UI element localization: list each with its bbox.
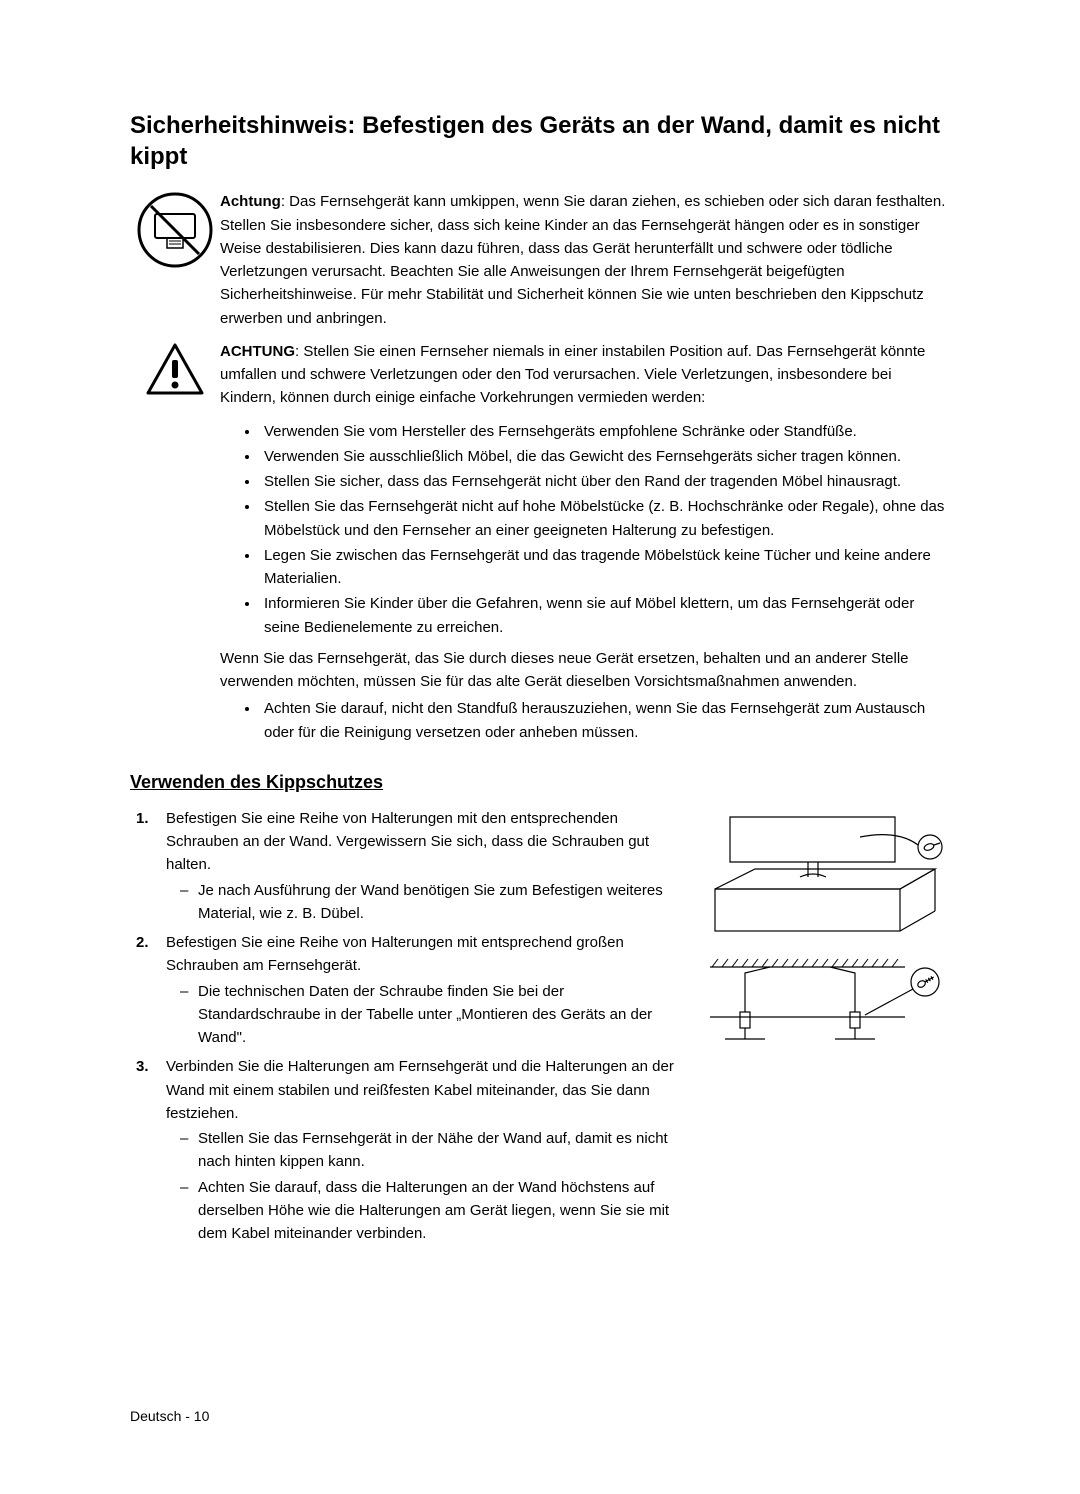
step-text: Befestigen Sie eine Reihe von Halterunge… [166,810,649,874]
sub-item: Achten Sie darauf, dass die Halterungen … [184,1176,680,1246]
caution-body-2: : Stellen Sie einen Fernseher niemals in… [220,343,925,407]
list-item: Stellen Sie sicher, dass das Fernsehgerä… [260,470,950,493]
caution-prefix-1: Achtung [220,193,281,210]
mid-paragraph: Wenn Sie das Fernsehgerät, das Sie durch… [220,647,950,694]
sub-item: Je nach Ausführung der Wand benötigen Si… [184,879,680,926]
step-item: Befestigen Sie eine Reihe von Halterunge… [154,931,680,1049]
step-sublist: Stellen Sie das Fernsehgerät in der Nähe… [166,1127,680,1245]
list-item: Verwenden Sie vom Hersteller des Fernseh… [260,420,950,443]
list-item: Achten Sie darauf, nicht den Standfuß he… [260,697,950,744]
step-sublist: Die technischen Daten der Schraube finde… [166,980,680,1050]
step-text: Befestigen Sie eine Reihe von Halterunge… [166,934,624,974]
list-item: Informieren Sie Kinder über die Gefahren… [260,592,950,639]
page-title: Sicherheitshinweis: Befestigen des Gerät… [130,110,950,172]
caution-body-1: : Das Fernsehgerät kann umkippen, wenn S… [220,193,945,326]
step-item: Verbinden Sie die Halterungen am Fernseh… [154,1055,680,1245]
caution-text-1: Achtung: Das Fernsehgerät kann umkippen,… [220,190,950,330]
list-item: Verwenden Sie ausschließlich Möbel, die … [260,445,950,468]
sub-item: Die technischen Daten der Schraube finde… [184,980,680,1050]
step-sublist: Je nach Ausführung der Wand benötigen Si… [166,879,680,926]
list-item: Legen Sie zwischen das Fernsehgerät und … [260,544,950,591]
steps-column: Befestigen Sie eine Reihe von Halterunge… [130,807,680,1252]
page-footer: Deutsch - 10 [130,1408,209,1424]
list-item: Stellen Sie das Fernsehgerät nicht auf h… [260,495,950,542]
sub-heading: Verwenden des Kippschutzes [130,772,950,793]
steps-section: Befestigen Sie eine Reihe von Halterunge… [130,807,950,1252]
caution-text-2: ACHTUNG: Stellen Sie einen Fernseher nie… [220,340,950,410]
tip-prevention-diagram-icon [700,807,950,1067]
sub-item: Stellen Sie das Fernsehgerät in der Nähe… [184,1127,680,1174]
precaution-list-1: Verwenden Sie vom Hersteller des Fernseh… [260,420,950,639]
steps-list: Befestigen Sie eine Reihe von Halterunge… [130,807,680,1246]
caution-block-1: Achtung: Das Fernsehgerät kann umkippen,… [130,190,950,330]
caution-block-2: ACHTUNG: Stellen Sie einen Fernseher nie… [130,340,950,410]
caution-prefix-2: ACHTUNG [220,343,295,360]
diagram-column [700,807,950,1252]
precaution-list-2: Achten Sie darauf, nicht den Standfuß he… [260,697,950,744]
no-climb-icon [130,190,220,268]
warning-triangle-icon [130,340,220,396]
step-item: Befestigen Sie eine Reihe von Halterunge… [154,807,680,925]
step-text: Verbinden Sie die Halterungen am Fernseh… [166,1058,674,1122]
